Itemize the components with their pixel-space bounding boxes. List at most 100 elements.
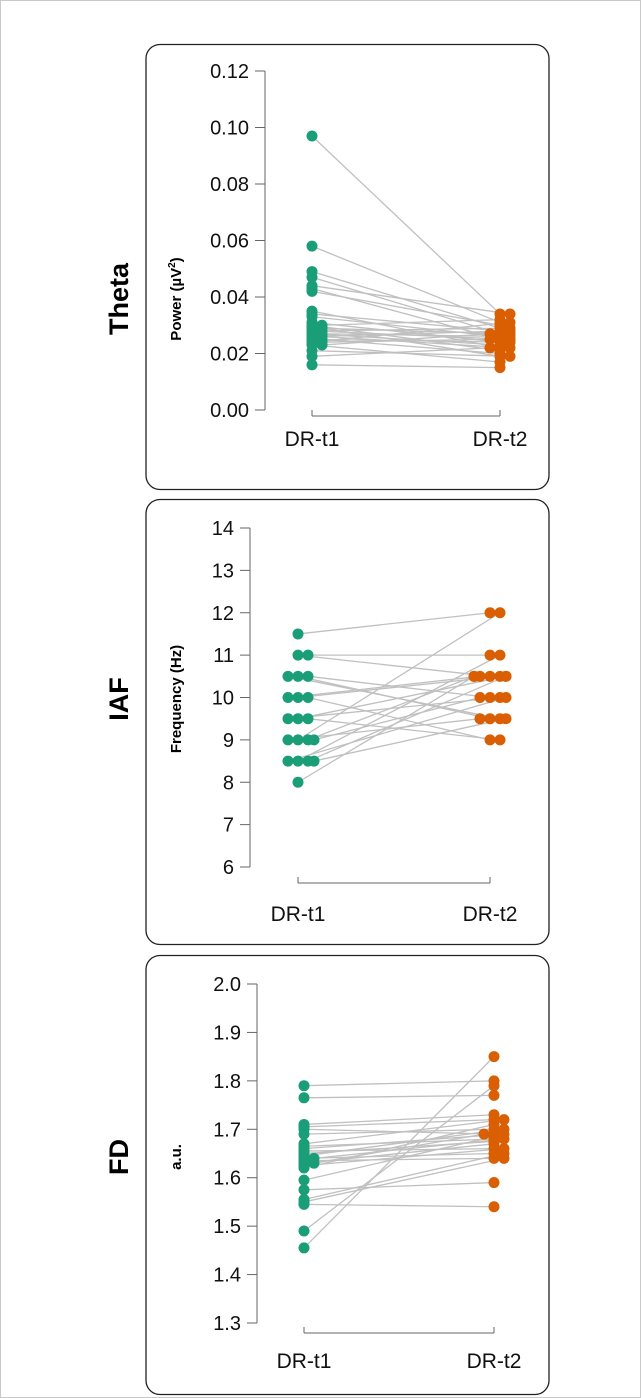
fd-panel: FD a.u. 1.3 1.4 1.5 1.6 1.7 1.8 1.9 2.0 DR-t1 D… (104, 954, 550, 1396)
paired-line (297, 612, 501, 741)
paired-line (303, 1056, 495, 1249)
paired-line (287, 718, 481, 741)
point-dr-t1 (292, 692, 304, 703)
point-dr-t2 (484, 328, 496, 340)
point-dr-t2 (488, 1201, 500, 1213)
point-dr-t2 (498, 1133, 510, 1145)
paired-line (303, 1085, 495, 1232)
point-dr-t1 (282, 692, 294, 703)
point-dr-t2 (488, 1080, 500, 1092)
panel-border (145, 954, 550, 1396)
point-dr-t2 (504, 350, 516, 362)
point-dr-t2 (494, 348, 506, 359)
point-dr-t2 (500, 713, 512, 725)
point-dr-t2 (484, 649, 496, 661)
point-dr-t2 (474, 713, 486, 725)
paired-line (311, 364, 501, 369)
point-dr-t1 (292, 670, 304, 682)
paired-line (307, 718, 501, 741)
point-dr-t2 (488, 1152, 500, 1164)
point-dr-t2 (498, 1123, 510, 1135)
panel-border (145, 43, 550, 491)
point-dr-t1 (298, 1080, 310, 1092)
paired-line (287, 675, 501, 720)
point-dr-t2 (500, 670, 512, 682)
point-dr-t1 (306, 359, 318, 371)
y-tick-label: 0.12 (210, 61, 249, 83)
point-dr-t1 (298, 1128, 310, 1140)
y-tick-label: 13 (212, 560, 234, 582)
point-dr-t1 (302, 692, 314, 703)
point-dr-t1 (298, 1198, 310, 1210)
point-dr-t2 (494, 362, 506, 374)
point-dr-t2 (488, 1118, 500, 1130)
point-dr-t2 (498, 1152, 510, 1164)
point-dr-t2 (504, 336, 516, 348)
point-dr-t1 (306, 130, 318, 142)
paired-line (287, 696, 507, 762)
point-dr-t1 (282, 734, 294, 746)
y-tick-label: 0.06 (210, 231, 249, 253)
point-dr-t2 (468, 670, 480, 682)
paired-line (311, 321, 511, 343)
y-tick-label: 1.6 (213, 1168, 241, 1190)
point-dr-t1 (292, 628, 304, 640)
point-dr-t1 (292, 776, 304, 788)
paired-line (303, 1181, 495, 1191)
paired-line (303, 1094, 495, 1099)
point-dr-t1 (298, 1092, 310, 1104)
y-axis-label: Power (µV2) (167, 257, 185, 340)
y-tick-label: 1.9 (213, 1022, 241, 1044)
paired-line (297, 654, 491, 677)
paired-line (303, 1080, 495, 1087)
point-dr-t2 (494, 314, 506, 326)
paired-line (297, 675, 507, 720)
point-dr-t1 (302, 649, 314, 661)
point-dr-t1 (298, 1242, 310, 1254)
point-dr-t1 (298, 1162, 310, 1174)
row-label: Theta (104, 262, 134, 335)
point-dr-t2 (494, 734, 506, 746)
y-tick-label: 0.02 (210, 344, 249, 366)
point-dr-t1 (282, 755, 294, 767)
x-tick-label-t2: DR-t2 (463, 903, 518, 926)
paired-line (303, 1123, 495, 1169)
point-dr-t2 (478, 1128, 490, 1140)
paired-line (313, 696, 481, 741)
point-dr-t2 (494, 649, 506, 661)
y-axis-label: a.u. (168, 1144, 185, 1170)
paired-line (321, 327, 511, 332)
point-dr-t1 (306, 240, 318, 252)
point-dr-t2 (484, 342, 496, 354)
point-dr-t2 (484, 692, 496, 703)
point-dr-t2 (484, 670, 496, 682)
y-tick-label: 0.10 (210, 118, 249, 140)
point-dr-t2 (474, 692, 486, 703)
point-dr-t1 (306, 285, 318, 297)
y-tick-label: 0.00 (210, 400, 249, 422)
panel-border (145, 498, 550, 946)
point-dr-t1 (292, 713, 304, 725)
point-dr-t2 (488, 1089, 500, 1101)
y-tick-label: 12 (212, 603, 234, 625)
paired-line (297, 675, 475, 783)
point-dr-t1 (316, 339, 328, 351)
point-dr-t2 (498, 1114, 510, 1126)
paired-line (303, 1152, 495, 1159)
paired-line (303, 1128, 505, 1157)
point-dr-t1 (282, 670, 294, 682)
point-dr-t2 (484, 713, 496, 725)
point-dr-t1 (298, 1225, 310, 1237)
point-dr-t1 (292, 734, 304, 746)
paired-line (303, 1152, 505, 1201)
x-tick-label-t2: DR-t2 (473, 428, 528, 451)
paired-line (311, 290, 501, 326)
paired-line (311, 330, 511, 338)
point-dr-t1 (308, 1157, 320, 1169)
paired-line (313, 1138, 505, 1159)
y-tick-label: 0.04 (210, 287, 249, 309)
x-tick-label-t2: DR-t2 (467, 1350, 522, 1373)
paired-line (303, 1114, 495, 1126)
point-dr-t1 (298, 1184, 310, 1196)
paired-line (297, 612, 491, 635)
